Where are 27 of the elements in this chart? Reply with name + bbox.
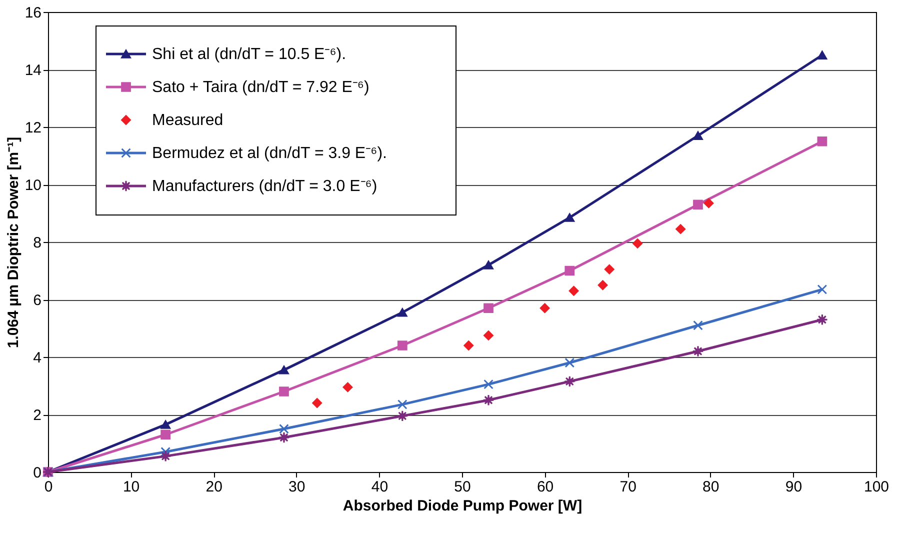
x-tick-label: 20 — [206, 478, 222, 496]
legend-label: Sato + Taira (dn/dT = 7.92 E⁻⁶) — [152, 79, 370, 96]
x-tick-label: 80 — [702, 478, 720, 496]
x-tick-label: 30 — [288, 478, 306, 496]
x-tick-label: 70 — [620, 478, 636, 496]
x-tick-label: 50 — [454, 478, 471, 496]
x-tick-label: 40 — [371, 478, 388, 496]
y-tick-label: 0 — [33, 464, 42, 482]
x-tick-label: 0 — [44, 478, 53, 496]
y-tick-label: 8 — [33, 234, 42, 252]
y-tick-label: 14 — [24, 62, 42, 79]
x-tick-label: 100 — [864, 478, 890, 496]
x-tick-label: 90 — [785, 478, 802, 496]
y-tick-label: 2 — [33, 407, 42, 424]
legend-label: Shi et al (dn/dT = 10.5 E⁻⁶). — [152, 46, 346, 63]
y-tick-label: 12 — [24, 120, 42, 136]
legend-label: Bermudez et al (dn/dT = 3.9 E⁻⁶). — [152, 145, 387, 162]
y-tick-label: 6 — [33, 292, 42, 309]
legend-label: Manufacturers (dn/dT = 3.0 E⁻⁶) — [152, 178, 378, 195]
y-axis-title: 1.064 µm Dioptric Power [m⁻¹] — [4, 136, 22, 348]
x-tick-label: 10 — [122, 478, 140, 496]
x-axis-title: Absorbed Diode Pump Power [W] — [342, 498, 582, 514]
legend-label: Measured — [152, 112, 224, 129]
y-tick-label: 4 — [33, 350, 42, 366]
x-tick-label: 60 — [536, 478, 554, 496]
y-tick-label: 10 — [24, 177, 42, 194]
y-tick-label: 16 — [24, 4, 42, 22]
